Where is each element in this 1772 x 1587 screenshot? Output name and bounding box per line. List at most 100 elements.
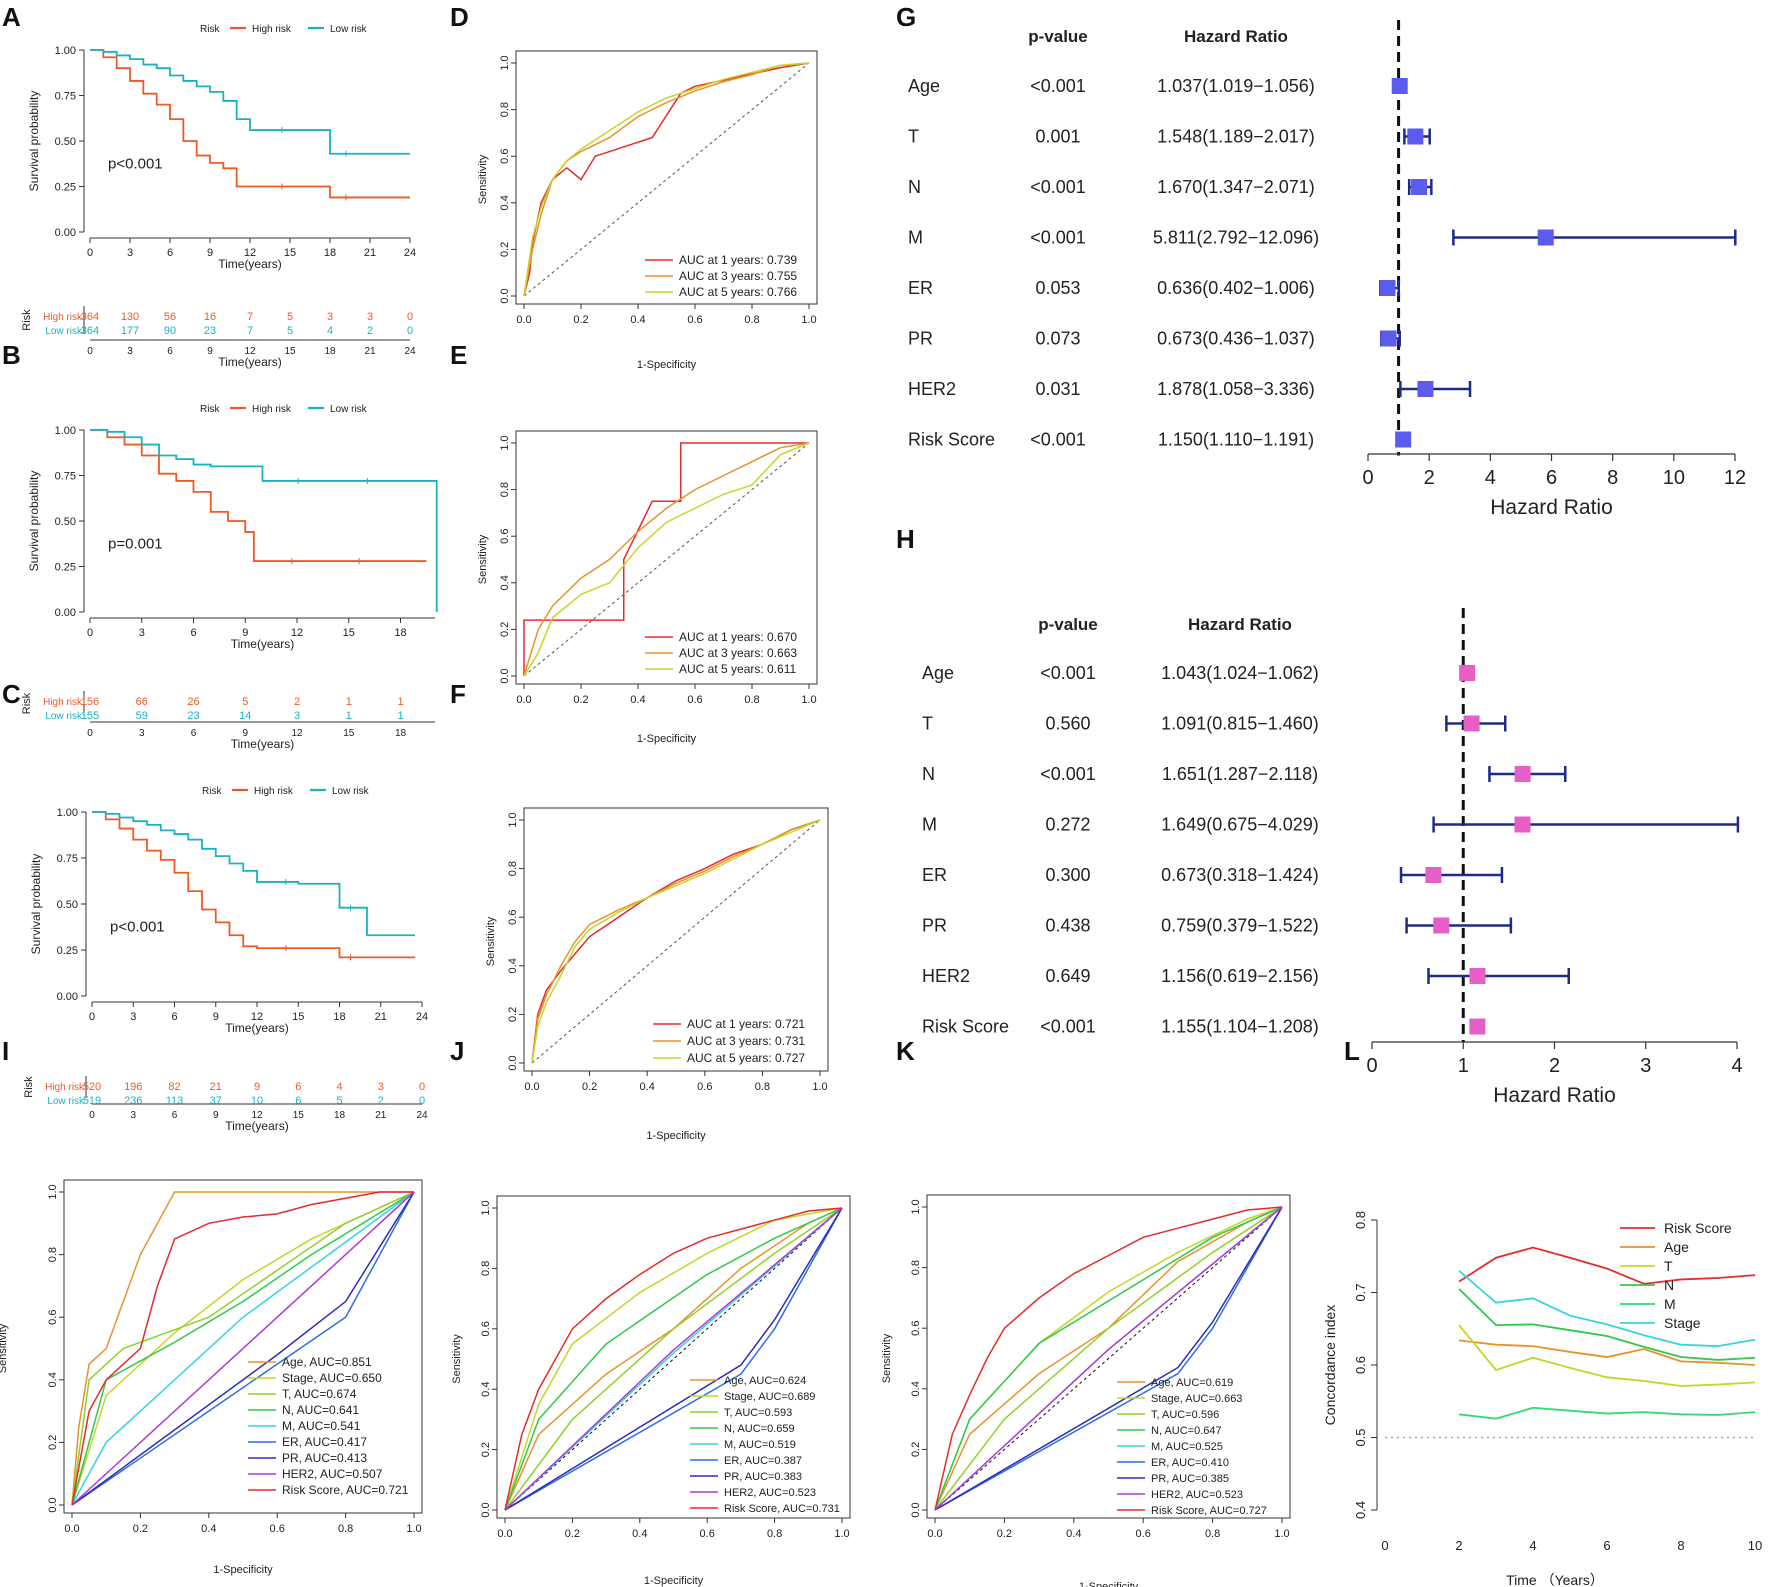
survival-curve-low-risk <box>92 811 416 937</box>
plot-frame <box>515 50 818 305</box>
risk-table-time: 21 <box>364 346 376 357</box>
x-tick-label: 15 <box>292 1011 304 1023</box>
x-tick-label: 0.4 <box>632 1528 647 1540</box>
x-tick-label: 0.8 <box>767 1528 782 1540</box>
y-tick-label: 0.0 <box>499 668 511 683</box>
roc-curve <box>71 1191 415 1506</box>
x-tick-label: 0.0 <box>64 1523 79 1535</box>
risk-table-row-name: Low risk <box>45 711 83 722</box>
legend-entry: Low risk <box>330 404 368 415</box>
legend-entry: Risk Score, AUC=0.721 <box>282 1483 409 1497</box>
x-tick-label: 9 <box>242 627 248 639</box>
panel-letter: J <box>450 1036 464 1066</box>
x-tick-label: 0 <box>87 627 93 639</box>
legend-entry: PR, AUC=0.383 <box>724 1471 802 1483</box>
x-tick-label: 15 <box>284 247 296 259</box>
legend-entry: M, AUC=0.541 <box>282 1419 361 1433</box>
legend-entry: Stage <box>1664 1315 1701 1331</box>
risk-table-time: 0 <box>87 346 93 357</box>
y-tick-label: 0.00 <box>55 607 76 619</box>
roc-curve <box>504 1207 843 1511</box>
roc-curve <box>523 442 810 677</box>
x-tick-label: 1.0 <box>1274 1528 1289 1540</box>
legend-entry: Age <box>1664 1239 1689 1255</box>
legend-entry: T <box>1664 1258 1673 1274</box>
x-tick-label: 12 <box>244 247 256 259</box>
legend-entry: N, AUC=0.647 <box>1151 1425 1222 1437</box>
risk-table-count: 37 <box>210 1095 222 1107</box>
panel-letter: A <box>2 2 21 32</box>
risk-table-count: 0 <box>407 325 413 337</box>
legend-entry: High risk <box>252 24 292 35</box>
roc-curve <box>71 1191 415 1506</box>
hazard-ratio-marker <box>1469 1018 1486 1035</box>
roc-curve <box>934 1206 1283 1511</box>
risk-table-count: 9 <box>254 1081 260 1093</box>
x-tick-label: 0.0 <box>497 1528 512 1540</box>
risk-table-count: 16 <box>204 311 216 323</box>
row-p-value: 0.031 <box>1035 379 1080 399</box>
row-variable: Risk Score <box>908 430 995 450</box>
y-tick-label: 0.2 <box>480 1442 492 1457</box>
axes: 0.00 0.25 0.50 0.75 1.00 0 3 6 9 12 15 18 21 24 Time(y… <box>27 45 416 271</box>
x-tick-label: 0.0 <box>524 1081 539 1093</box>
chance-diagonal <box>523 442 810 677</box>
x-tick-label: 18 <box>333 1011 345 1023</box>
y-tick-label: 0.8 <box>47 1247 59 1262</box>
x-tick-label: 4 <box>1731 1055 1742 1077</box>
y-axis-title: Concordance index <box>1322 1305 1338 1426</box>
risk-table-count: 113 <box>166 1095 184 1107</box>
row-p-value: <0.001 <box>1030 228 1086 248</box>
column-header-p-value: p-value <box>1028 27 1088 46</box>
legend-entry: M, AUC=0.525 <box>1151 1441 1223 1453</box>
row-hazard-ratio: 1.651(1.287−2.118) <box>1162 764 1318 784</box>
legend-entry: T, AUC=0.596 <box>1151 1409 1219 1421</box>
y-tick-label: 0.6 <box>480 1321 492 1336</box>
risk-table-count: 0 <box>419 1095 425 1107</box>
x-axis-title: Time （Years） <box>1506 1572 1604 1587</box>
risk-table-time: 18 <box>395 728 407 739</box>
legend-entry: Risk Score, AUC=0.727 <box>1151 1505 1267 1517</box>
risk-table-count: 196 <box>124 1081 142 1093</box>
y-tick-label: 0.8 <box>910 1260 922 1275</box>
x-tick-label: 10 <box>1663 467 1685 489</box>
x-tick-label: 0.2 <box>133 1523 148 1535</box>
column-header-hazard-ratio: Hazard Ratio <box>1184 27 1288 46</box>
y-tick-label: 0.75 <box>55 471 76 483</box>
legend-entry: N, AUC=0.659 <box>724 1423 795 1435</box>
panel-letter: H <box>896 524 915 554</box>
row-p-value: 0.560 <box>1045 714 1090 734</box>
survival-curve-low-risk <box>90 429 438 612</box>
x-tick-label: 0.4 <box>640 1081 655 1093</box>
risk-table-count: 519 <box>83 1095 101 1107</box>
x-tick-label: 18 <box>394 627 406 639</box>
risk-table-count: 5 <box>287 325 293 337</box>
axes: 0.00 0.25 0.50 0.75 1.00 0 3 6 9 12 15 18 21 24 Time(y… <box>29 807 428 1035</box>
y-tick-label: 0.4 <box>1353 1501 1368 1519</box>
legend-entry: AUC at 5 years: 0.727 <box>687 1051 805 1065</box>
x-axis-title: Time(years) <box>225 1021 289 1035</box>
x-tick-label: 8 <box>1677 1538 1684 1553</box>
row-variable: T <box>922 714 933 734</box>
row-hazard-ratio: 1.548(1.189−2.017) <box>1157 127 1315 147</box>
axes: 0.0 0.2 0.4 0.6 0.8 1.0 0.0 0.2 0.4 0.6 0.8 1.0 1-Sp… <box>881 1199 1290 1587</box>
axes: 0.00 0.25 0.50 0.75 1.00 0 3 6 9 12 15 18 Time(years… <box>27 425 435 651</box>
panel-letter: K <box>896 1036 915 1066</box>
row-p-value: <0.001 <box>1040 764 1096 784</box>
row-variable: T <box>908 127 919 147</box>
legend-entry: Risk Score, AUC=0.731 <box>724 1503 840 1515</box>
y-tick-label: 1.0 <box>507 812 519 827</box>
x-tick-label: 12 <box>1724 467 1746 489</box>
y-tick-label: 0.0 <box>47 1497 59 1512</box>
roc-curve <box>71 1191 415 1506</box>
axes: 0.0 0.2 0.4 0.6 0.8 1.0 0.0 0.2 0.4 0.6 0.8 1.0 1-Sp… <box>451 1200 850 1587</box>
legend-entry: N <box>1664 1277 1674 1293</box>
roc-curve <box>504 1207 843 1511</box>
y-tick-label: 0.4 <box>507 958 519 973</box>
risk-table-time: 6 <box>167 346 173 357</box>
c-index-line <box>1458 1339 1756 1366</box>
y-tick-label: 0.2 <box>47 1435 59 1450</box>
cindex-panel-L: 0.4 0.5 0.6 0.7 0.8 0 2 4 6 8 10 Time （Years） Concor… <box>1322 1211 1762 1587</box>
survival-curve-high-risk <box>92 811 416 959</box>
